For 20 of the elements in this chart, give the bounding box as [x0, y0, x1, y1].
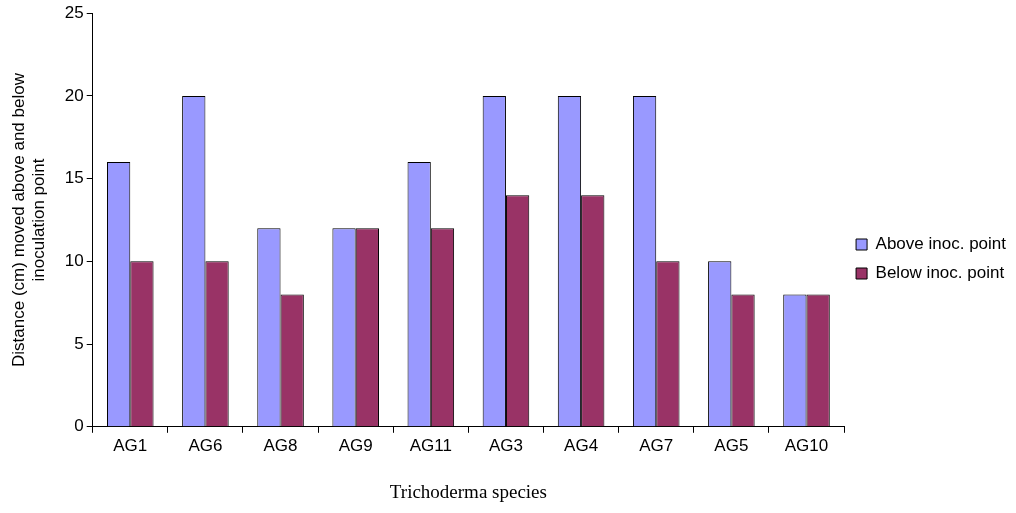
x-tick-label: AG4 — [564, 435, 599, 455]
legend-label: Below inoc. point — [875, 263, 1005, 283]
x-tick-label: AG3 — [488, 435, 523, 455]
y-tick-label: 10 — [64, 251, 84, 271]
y-tick-label: 20 — [64, 85, 84, 105]
y-axis-title: Distance (cm) moved above and below inoculation point — [8, 72, 49, 367]
x-tick-label: AG1 — [113, 435, 148, 455]
y-tick-label: 15 — [64, 168, 84, 188]
x-tick-label: AG11 — [409, 435, 452, 455]
x-tick-label: AG8 — [263, 435, 298, 455]
x-tick-label: AG10 — [784, 435, 829, 455]
y-tick-label: 5 — [74, 333, 84, 353]
y-tick-label: 25 — [64, 2, 84, 22]
x-tick-label: AG9 — [338, 435, 373, 455]
x-axis-title: Trichoderma species — [389, 480, 547, 502]
y-tick-label: 0 — [74, 416, 84, 436]
x-tick-label: AG5 — [714, 435, 749, 455]
x-tick-label: AG6 — [188, 435, 223, 455]
legend-label: Above inoc. point — [875, 234, 1007, 254]
x-tick-label: AG7 — [639, 435, 674, 455]
